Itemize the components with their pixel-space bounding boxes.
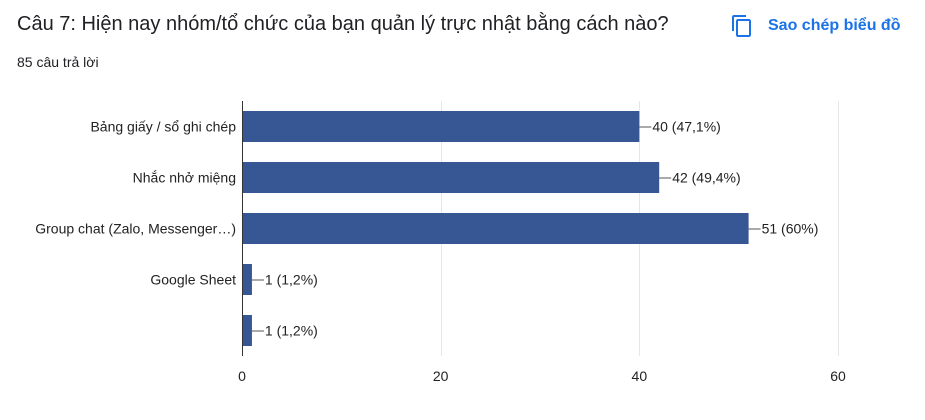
response-count: 85 câu trả lời bbox=[17, 54, 99, 70]
value-label: 51 (60%) bbox=[762, 221, 819, 237]
x-tick-label: 60 bbox=[830, 368, 846, 384]
question-title: Câu 7: Hiện nay nhóm/tổ chức của bạn quả… bbox=[17, 13, 669, 35]
x-tick-label: 20 bbox=[433, 368, 449, 384]
category-label: Google Sheet bbox=[150, 272, 236, 288]
copy-icon bbox=[732, 15, 751, 37]
category-label: Group chat (Zalo, Messenger…) bbox=[35, 221, 236, 237]
bar bbox=[242, 162, 660, 193]
bar bbox=[242, 315, 252, 346]
x-tick-label: 40 bbox=[632, 368, 648, 384]
bar bbox=[242, 111, 640, 142]
bar bbox=[242, 264, 252, 295]
copy-chart-button[interactable]: Sao chép biểu đồ bbox=[724, 8, 906, 44]
value-label: 1 (1,2%) bbox=[265, 323, 318, 339]
value-label: 40 (47,1%) bbox=[652, 119, 720, 135]
value-label: 42 (49,4%) bbox=[672, 170, 740, 186]
bar bbox=[242, 213, 749, 244]
category-label: Bảng giấy / sổ ghi chép bbox=[90, 119, 236, 135]
copy-chart-label: Sao chép biểu đồ bbox=[768, 17, 901, 34]
value-label: 1 (1,2%) bbox=[265, 272, 318, 288]
x-tick-label: 0 bbox=[238, 368, 246, 384]
category-label: Nhắc nhở miệng bbox=[133, 170, 236, 186]
